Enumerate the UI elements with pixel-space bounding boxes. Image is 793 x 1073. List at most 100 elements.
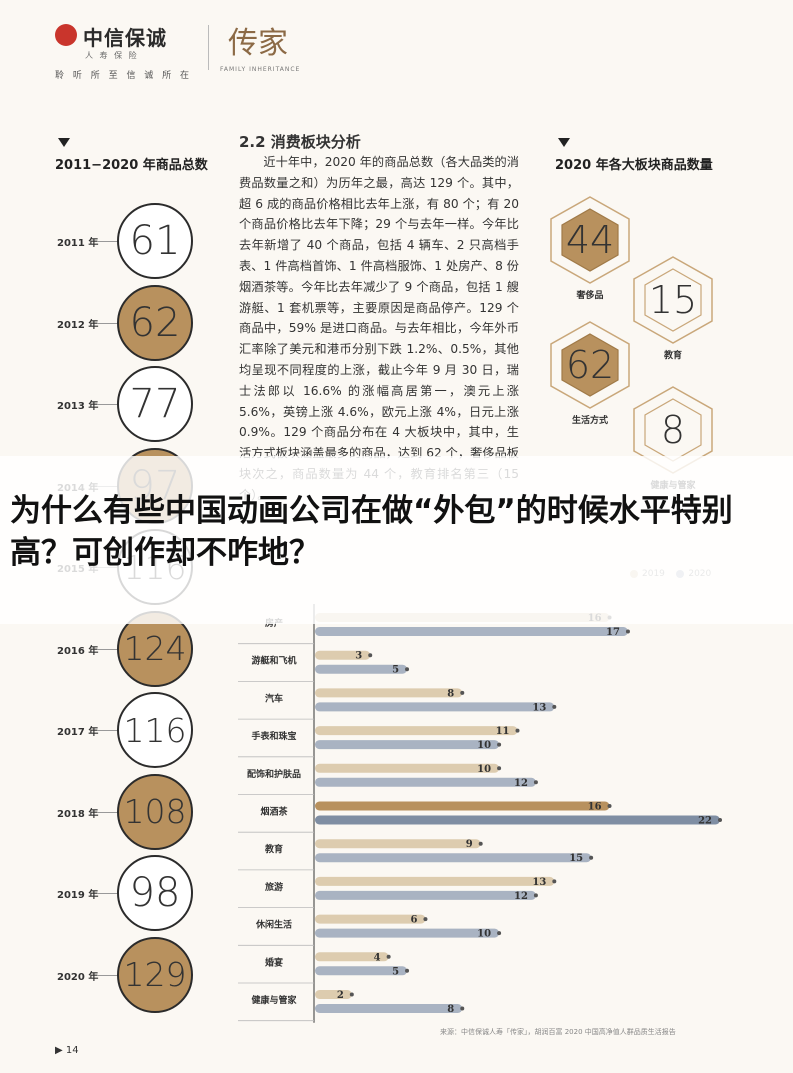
logo-emblem-icon bbox=[55, 24, 77, 46]
bar-2019 bbox=[315, 650, 371, 660]
bar-value-label: 11 bbox=[496, 726, 510, 737]
bar-end-dot bbox=[533, 893, 538, 898]
bar-end-dot bbox=[533, 780, 538, 785]
bar-2019 bbox=[315, 914, 426, 924]
bar-value-label: 9 bbox=[466, 839, 473, 850]
bar-2020 bbox=[315, 928, 500, 938]
left-panel-title: 2011−2020 年商品总数 bbox=[55, 158, 208, 173]
category-label: 婚宴 bbox=[265, 956, 283, 968]
bar-2019 bbox=[315, 726, 518, 736]
year-label: 2020 年 bbox=[57, 971, 99, 983]
bar-2020 bbox=[315, 627, 628, 636]
bar-2020 bbox=[315, 966, 408, 976]
bar-2020 bbox=[315, 702, 555, 712]
year-connector bbox=[97, 893, 119, 894]
sector-hexagon: 8 bbox=[628, 385, 718, 475]
right-panel-title: 2020 年各大板块商品数量 bbox=[555, 158, 713, 173]
source-note: 来源：中信保诚人寿「传家」，胡润百富 2020 中国高净值人群品质生活报告 bbox=[440, 1028, 676, 1036]
bar-2019 bbox=[315, 990, 352, 999]
bar-2019 bbox=[315, 801, 610, 811]
category-label: 休闲生活 bbox=[255, 919, 292, 931]
category-label: 教育 bbox=[264, 843, 283, 855]
year-connector bbox=[97, 974, 119, 976]
brand-subtitle: FAMILY INHERITANCE bbox=[220, 66, 301, 73]
section-paragraph: 近十年中，2020 年的商品总数（各大品类的消费品数量之和）为历年之最，高达 1… bbox=[239, 155, 519, 502]
bar-2020 bbox=[315, 664, 408, 674]
year-connector bbox=[97, 811, 119, 813]
year-total-circle: 77 bbox=[117, 366, 193, 442]
category-label: 汽车 bbox=[265, 692, 283, 704]
bar-value-label: 15 bbox=[569, 853, 583, 864]
bar-end-dot bbox=[607, 804, 612, 808]
bar-end-dot bbox=[368, 653, 373, 658]
year-label: 2011 年 bbox=[57, 238, 99, 249]
bar-end-dot bbox=[423, 917, 428, 922]
year-label: 2012 年 bbox=[57, 319, 99, 331]
bar-2019 bbox=[315, 952, 389, 962]
sector-value: 8 bbox=[660, 408, 686, 452]
bar-value-label: 5 bbox=[392, 665, 399, 676]
year-total-circle: 98 bbox=[117, 855, 193, 931]
logo-subtitle: 人 寿 保 险 bbox=[85, 51, 139, 60]
bar-value-label: 10 bbox=[477, 929, 491, 940]
bar-value-label: 12 bbox=[514, 778, 528, 789]
logo-name: 中信保诚 bbox=[83, 26, 167, 50]
bar-end-dot bbox=[349, 992, 354, 997]
year-label: 2013 年 bbox=[57, 401, 99, 412]
bar-2020 bbox=[315, 815, 720, 825]
bar-end-dot bbox=[478, 841, 483, 846]
category-label: 游艇和飞机 bbox=[251, 655, 296, 667]
sector-label: 生活方式 bbox=[571, 416, 609, 426]
bar-end-dot bbox=[718, 818, 722, 822]
bar-value-label: 13 bbox=[532, 877, 546, 888]
year-total-circle: 108 bbox=[117, 773, 193, 850]
bar-value-label: 4 bbox=[374, 952, 381, 963]
year-total-circle: 61 bbox=[117, 203, 193, 279]
year-total-circle: 129 bbox=[117, 936, 193, 1013]
sector-label: 奢侈品 bbox=[576, 291, 604, 301]
section-title: 2.2 消费板块分析 bbox=[239, 133, 361, 151]
bar-2020 bbox=[315, 740, 500, 750]
year-label: 2017 年 bbox=[57, 727, 99, 738]
bar-2020 bbox=[315, 890, 536, 900]
sector-value: 15 bbox=[648, 278, 698, 322]
category-label: 健康与管家 bbox=[251, 994, 297, 1006]
page-number: ▶ 14 bbox=[55, 1045, 79, 1056]
bar-end-dot bbox=[460, 1006, 465, 1011]
bar-chart: 房产1617游艇和飞机35汽车813手表和珠宝1110配饰和护肤品1012烟酒茶… bbox=[238, 604, 722, 1023]
sector-value: 62 bbox=[565, 343, 615, 387]
brand-name: 传家 bbox=[228, 26, 288, 61]
category-label: 旅游 bbox=[265, 881, 283, 893]
year-connector bbox=[97, 241, 119, 242]
bar-2020 bbox=[315, 853, 592, 863]
sector-hexagon: 62 bbox=[545, 320, 635, 410]
category-label: 配饰和护肤品 bbox=[247, 768, 301, 780]
bar-end-dot bbox=[386, 954, 391, 959]
year-total-circle: 62 bbox=[117, 284, 193, 361]
bar-end-dot bbox=[405, 968, 410, 973]
bar-end-dot bbox=[497, 931, 502, 936]
bar-value-label: 17 bbox=[606, 627, 620, 638]
year-connector bbox=[97, 648, 119, 650]
bar-value-label: 16 bbox=[588, 802, 602, 813]
category-label: 烟酒茶 bbox=[260, 806, 288, 818]
year-label: 2018 年 bbox=[57, 808, 99, 820]
bar-value-label: 3 bbox=[355, 651, 362, 662]
bar-end-dot bbox=[405, 667, 410, 672]
bar-end-dot bbox=[515, 728, 520, 733]
bar-end-dot bbox=[552, 879, 557, 884]
bar-value-label: 10 bbox=[477, 764, 491, 775]
headline-overlay bbox=[0, 456, 793, 624]
bar-2019 bbox=[315, 876, 555, 886]
bar-value-label: 13 bbox=[532, 702, 546, 713]
triangle-marker-icon bbox=[58, 138, 70, 147]
bar-end-dot bbox=[552, 704, 557, 709]
bar-value-label: 6 bbox=[410, 915, 417, 926]
year-label: 2016 年 bbox=[57, 645, 99, 657]
company-logo: 中信保诚 人 寿 保 险 聆 听 所 至 信 诚 所 在 bbox=[55, 22, 355, 82]
bar-value-label: 5 bbox=[392, 966, 399, 977]
bar-end-dot bbox=[625, 629, 630, 634]
bar-value-label: 10 bbox=[477, 740, 491, 751]
bar-end-dot bbox=[589, 855, 594, 860]
year-connector bbox=[97, 730, 119, 731]
